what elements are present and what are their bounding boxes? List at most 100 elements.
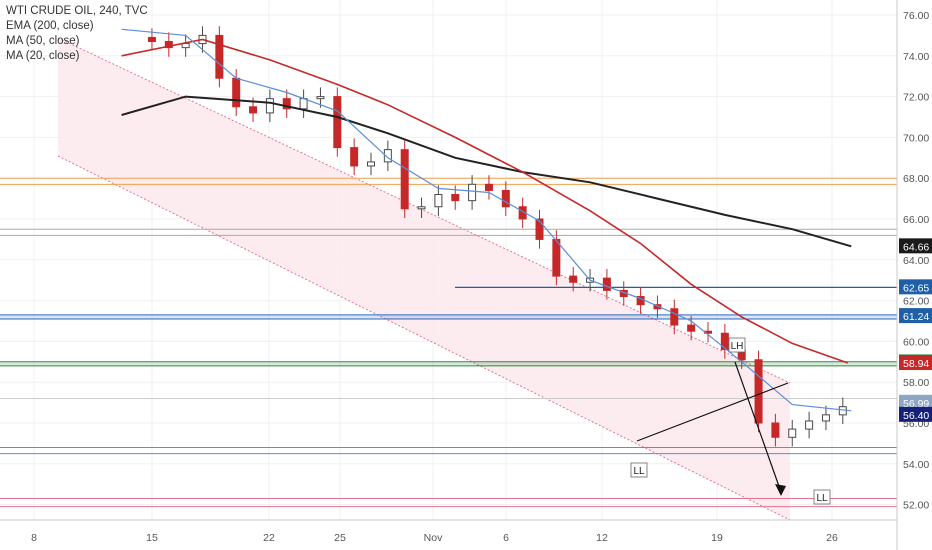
candle-body	[451, 194, 460, 202]
annotation-box	[728, 337, 746, 353]
candles	[147, 26, 847, 447]
candle-body	[720, 332, 729, 351]
candle-body	[821, 414, 830, 422]
candle-body	[670, 308, 679, 326]
y-tick-label: 70.00	[903, 132, 929, 144]
arrow-head	[775, 484, 786, 496]
legend-ma20[interactable]: MA (20, close)	[6, 50, 80, 62]
price-badge: 56.99	[899, 394, 932, 410]
y-tick-label: 74.00	[903, 51, 929, 63]
annotation-label: LL	[816, 493, 828, 504]
y-tick-label: 58.00	[903, 377, 929, 389]
price-badge-value: 64.66	[903, 241, 929, 253]
y-tick-label: 68.00	[903, 173, 929, 185]
y-tick-label: 62.00	[903, 296, 929, 308]
candle-body	[417, 206, 426, 210]
price-badge-bg	[899, 406, 932, 422]
price-badge: 56.40	[899, 406, 932, 422]
x-tick-label: 8	[31, 532, 37, 544]
price-badge-value: 61.24	[903, 311, 929, 323]
candle-body	[333, 96, 342, 149]
price-badge-value: 56.40	[903, 410, 929, 422]
y-tick-label: 52.00	[903, 500, 929, 512]
candle-body	[282, 98, 291, 110]
candle-body	[484, 183, 493, 191]
y-tick-label: 54.00	[903, 459, 929, 471]
price-badge-bg	[899, 308, 932, 324]
candle-body	[788, 428, 797, 438]
candle-body	[653, 304, 662, 310]
moving-averages	[121, 28, 852, 412]
trend-drawings: LH LL LL	[630, 337, 831, 505]
candle-body	[552, 238, 561, 277]
indicator-legend: WTI CRUDE OIL, 240, TVC EMA (200, close)…	[6, 4, 148, 64]
price-badge-bg	[899, 355, 932, 371]
legend-ema200[interactable]: EMA (200, close)	[6, 20, 94, 32]
candle-body	[434, 194, 443, 208]
projection-arrow-line	[734, 361, 782, 493]
legend-ma50[interactable]: MA (50, close)	[6, 35, 80, 47]
x-tick-label: 22	[263, 532, 275, 544]
candle-body	[164, 41, 173, 49]
candle-body	[265, 98, 274, 114]
candle-body	[468, 183, 477, 202]
channel-fill	[58, 38, 790, 520]
candle-body	[687, 324, 696, 332]
candle-body	[754, 359, 763, 424]
channel-upper-line	[57, 37, 791, 384]
horizontal-levels	[0, 177, 897, 508]
y-tick-label: 76.00	[903, 10, 929, 22]
resistance-band-59	[0, 361, 897, 366]
price-badge-value: 62.65	[903, 282, 929, 294]
candle-body	[383, 149, 392, 163]
annotation-box	[630, 462, 648, 478]
descending-channel	[57, 37, 791, 521]
channel-lower-line	[57, 155, 791, 521]
candle-body	[215, 34, 224, 79]
y-tick-label: 60.00	[903, 336, 929, 348]
price-badge-value: 58.94	[903, 358, 929, 370]
candle-body	[350, 147, 359, 167]
price-badge-bg	[899, 394, 932, 410]
ema200-line	[121, 95, 852, 248]
price-badge-bg	[899, 238, 932, 254]
symbol-title: WTI CRUDE OIL, 240, TVC	[6, 5, 148, 17]
y-tick-label: 64.00	[903, 255, 929, 267]
candle-body	[400, 149, 409, 210]
price-badge: 62.65	[899, 279, 932, 295]
candle-body	[367, 161, 375, 167]
candle-body	[299, 98, 308, 110]
candle-body	[316, 96, 325, 100]
x-tick-label: 25	[334, 532, 346, 544]
candle-body	[501, 189, 510, 208]
x-tick-label: 6	[503, 532, 509, 544]
candle-body	[535, 218, 544, 240]
resistance-band-61	[0, 314, 897, 319]
candle-body	[147, 36, 156, 43]
ma20-line	[121, 28, 852, 412]
annotation-label: LH	[731, 341, 744, 352]
y-tick-label: 72.00	[903, 92, 929, 104]
price-badge: 58.94	[899, 355, 932, 371]
x-tick-label: 19	[711, 532, 723, 544]
candle-body	[569, 275, 578, 283]
candle-body	[771, 422, 780, 438]
x-tick-label: 15	[146, 532, 158, 544]
candle-body	[602, 277, 611, 291]
y-tick-label: 66.00	[903, 214, 929, 226]
annotation-label: LL	[633, 466, 645, 477]
price-badge: 61.24	[899, 308, 932, 324]
ma50-line	[121, 38, 849, 364]
candle-body	[805, 420, 814, 430]
candle-body	[232, 77, 241, 108]
annotation-box	[813, 489, 831, 505]
x-tick-label: Nov	[424, 532, 443, 544]
price-badge-value: 56.99	[903, 398, 929, 410]
rising-trendline	[636, 382, 789, 442]
x-tick-label: 26	[826, 532, 838, 544]
x-tick-label: 12	[596, 532, 608, 544]
price-badge-bg	[899, 279, 932, 295]
price-badge: 64.66	[899, 238, 932, 254]
